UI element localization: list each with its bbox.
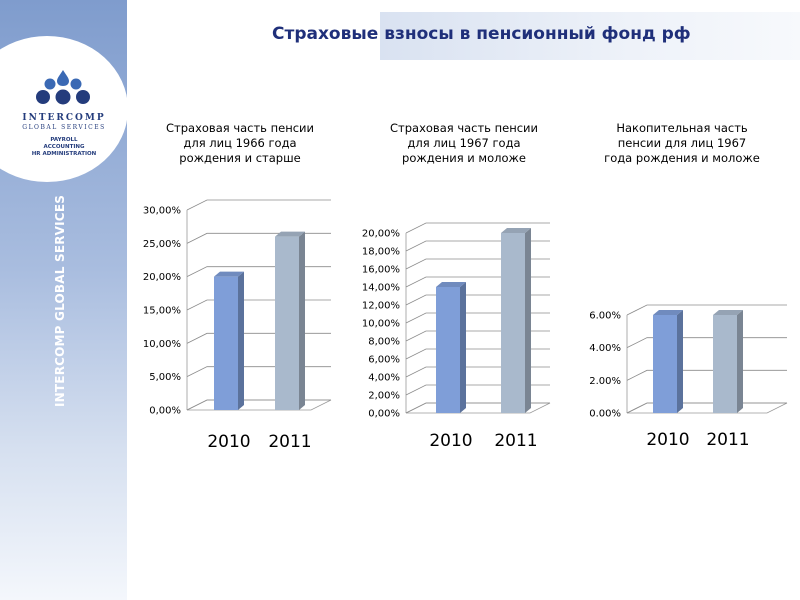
bar-front xyxy=(653,315,677,413)
bar-side xyxy=(299,231,305,410)
gridline xyxy=(186,232,331,244)
bar-top xyxy=(275,231,305,237)
y-tick-label: 5,00% xyxy=(149,372,181,383)
y-tick-label: 0,00% xyxy=(368,409,400,420)
y-tick-label: 10,00% xyxy=(143,339,181,350)
bar-top xyxy=(501,228,531,233)
logo-background xyxy=(0,36,128,182)
y-tick-label: 0,00% xyxy=(149,406,181,417)
vertical-brand-text: INTERCOMP GLOBAL SERVICES xyxy=(53,194,67,407)
y-tick-label: 6.00% xyxy=(589,311,621,322)
bar-side xyxy=(525,228,531,413)
chart-3: 0.00% 2.00% 4.00% 6.00% 2010 2011 xyxy=(589,304,788,450)
y-tick-label: 4.00% xyxy=(589,343,621,354)
x-category-label: 2010 xyxy=(207,432,250,452)
chart-2-title: Страховая часть пенсии для лиц 1967 года… xyxy=(390,121,538,165)
x-category-label: 2010 xyxy=(646,430,689,450)
y-tick-label: 15,00% xyxy=(143,306,181,317)
y-tick-label: 18,00% xyxy=(362,247,400,258)
bar-front xyxy=(436,287,460,413)
brand-name: INTERCOMP xyxy=(22,113,106,123)
gridline xyxy=(405,222,550,234)
y-tick-label: 2,00% xyxy=(368,391,400,402)
x-category-label: 2010 xyxy=(429,431,472,451)
x-category-label: 2011 xyxy=(268,432,311,452)
bar-side xyxy=(737,310,743,413)
bar-side xyxy=(238,271,244,410)
y-tick-label: 6,00% xyxy=(368,355,400,366)
y-tick-label: 25,00% xyxy=(143,239,181,250)
y-tick-label: 16,00% xyxy=(362,265,400,276)
chart-2: 0,00% 2,00% 4,00% 6,00% 8,00% 10,00% 12,00% 14,… xyxy=(362,222,551,451)
brand-service-hr: HR ADMINISTRATION xyxy=(31,151,97,157)
brand-subtitle: GLOBAL SERVICES xyxy=(22,124,106,131)
gridline xyxy=(186,299,331,311)
page-title: Страховые взносы в пенсионный фонд рф xyxy=(272,24,691,44)
bar-front xyxy=(501,233,525,413)
y-tick-label: 20,00% xyxy=(362,229,400,240)
bar-side xyxy=(677,310,683,413)
y-tick-label: 0.00% xyxy=(589,409,621,420)
bar-side xyxy=(460,282,466,413)
brand-service-accounting: ACCOUNTING xyxy=(43,144,85,150)
x-category-label: 2011 xyxy=(706,430,749,450)
gridline xyxy=(626,369,787,381)
y-tick-label: 4,00% xyxy=(368,373,400,384)
chart-3-title: Накопительная часть пенсии для лиц 1967 … xyxy=(604,121,760,165)
chart-1: 0,00% 5,00% 10,00% 15,00% 20,00% 25,00% 30,00%… xyxy=(143,199,332,452)
bar-front xyxy=(275,236,299,410)
gridline xyxy=(186,366,331,378)
y-tick-label: 30,00% xyxy=(143,206,181,217)
gridline xyxy=(186,332,331,344)
gridline xyxy=(186,199,331,211)
bar-top xyxy=(436,282,466,287)
y-tick-label: 8,00% xyxy=(368,337,400,348)
bar-front xyxy=(713,315,737,413)
chart-1-title: Страховая часть пенсии для лиц 1966 года… xyxy=(166,121,314,165)
chart-floor xyxy=(186,399,332,411)
y-tick-label: 2.00% xyxy=(589,376,621,387)
bar-front xyxy=(214,276,238,410)
title-banner xyxy=(380,12,800,60)
bar-top xyxy=(653,310,683,315)
bar-top xyxy=(214,271,244,277)
gridline xyxy=(186,266,331,278)
gridline xyxy=(626,304,787,316)
y-tick-label: 10,00% xyxy=(362,319,400,330)
gridline xyxy=(626,337,787,349)
x-category-label: 2011 xyxy=(494,431,537,451)
chart-floor xyxy=(626,402,788,414)
brand-service-payroll: PAYROLL xyxy=(50,137,78,143)
sidebar-banner: INTERCOMP GLOBAL SERVICES PAYROLL ACCOUN… xyxy=(0,0,128,600)
bar-top xyxy=(713,310,743,315)
y-tick-label: 12,00% xyxy=(362,301,400,312)
y-tick-label: 20,00% xyxy=(143,272,181,283)
intercomp-logo-icon xyxy=(36,70,90,105)
y-tick-label: 14,00% xyxy=(362,283,400,294)
